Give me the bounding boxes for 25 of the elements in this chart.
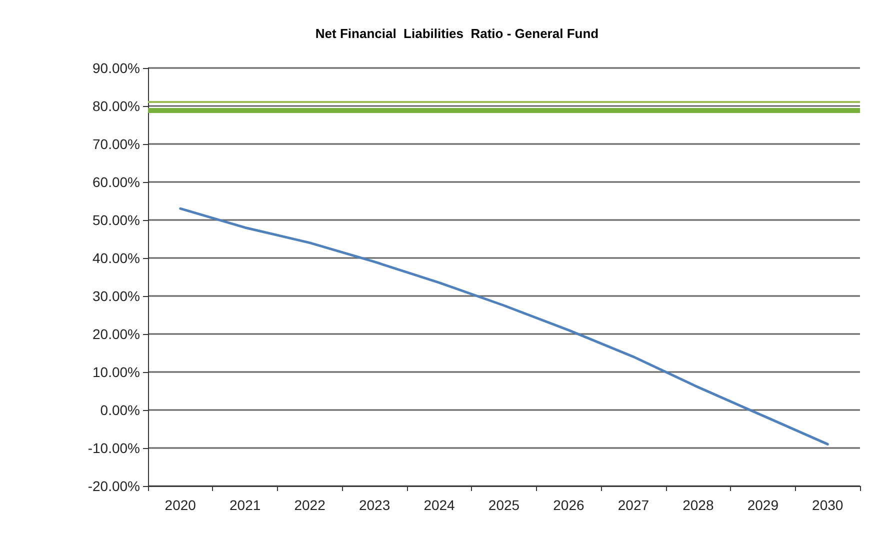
x-tick-label: 2025 bbox=[488, 497, 520, 513]
chart-title: Net Financial Liabilities Ratio - General Fund bbox=[315, 26, 599, 41]
y-tick-label: 10.00% bbox=[92, 364, 140, 380]
y-tick-label: 80.00% bbox=[92, 98, 140, 114]
x-tick-label: 2021 bbox=[230, 497, 261, 513]
x-tick-label: 2022 bbox=[294, 497, 326, 513]
x-tick-label: 2024 bbox=[424, 497, 456, 513]
y-tick-label: 30.00% bbox=[92, 288, 140, 304]
y-tick-label: 40.00% bbox=[92, 250, 140, 266]
y-tick-label: 60.00% bbox=[92, 174, 140, 190]
y-tick-label: 50.00% bbox=[92, 212, 140, 228]
x-tick-label: 2020 bbox=[164, 497, 196, 513]
y-tick-label: -10.00% bbox=[88, 440, 140, 456]
y-tick-label: -20.00% bbox=[88, 478, 140, 494]
x-tick-label: 2027 bbox=[618, 497, 650, 513]
line-series bbox=[179, 207, 829, 446]
y-tick-label: 0.00% bbox=[100, 402, 140, 418]
x-tick-label: 2023 bbox=[358, 497, 390, 513]
y-tick-label: 70.00% bbox=[92, 136, 140, 152]
y-tick-label: 90.00% bbox=[92, 60, 140, 76]
x-tick-label: 2030 bbox=[812, 497, 844, 513]
x-tick-label: 2026 bbox=[553, 497, 585, 513]
x-tick-label: 2029 bbox=[747, 497, 779, 513]
y-tick-label: 20.00% bbox=[92, 326, 140, 342]
x-tick-label: 2028 bbox=[682, 497, 714, 513]
